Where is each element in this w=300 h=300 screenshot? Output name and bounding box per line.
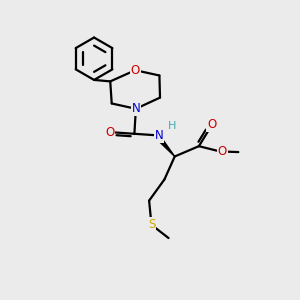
Text: N: N: [154, 129, 163, 142]
Text: O: O: [207, 118, 216, 131]
Text: O: O: [218, 145, 227, 158]
Text: H: H: [168, 122, 176, 131]
Polygon shape: [154, 134, 175, 157]
Text: O: O: [131, 64, 140, 77]
Text: S: S: [148, 218, 155, 231]
Text: N: N: [131, 102, 140, 115]
Text: O: O: [105, 126, 114, 139]
